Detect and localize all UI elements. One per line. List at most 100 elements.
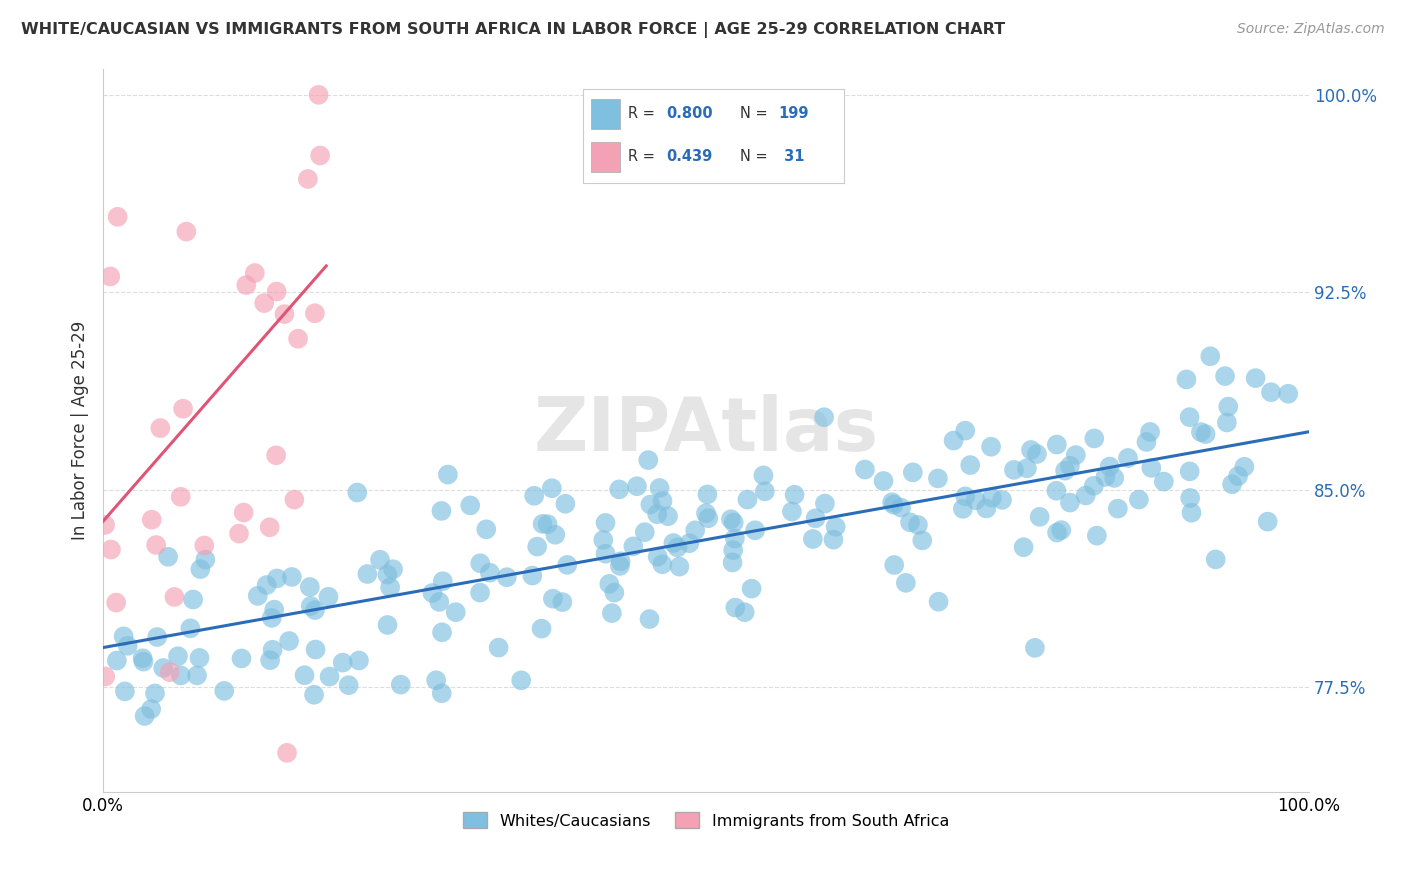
- Point: [668, 559, 690, 574]
- Point: [952, 501, 974, 516]
- Point: [167, 649, 190, 664]
- Point: [1025, 447, 1047, 461]
- Point: [368, 553, 391, 567]
- Point: [468, 585, 491, 599]
- Point: [598, 577, 620, 591]
- Point: [683, 524, 706, 538]
- Point: [188, 651, 211, 665]
- Point: [287, 332, 309, 346]
- Point: [1019, 442, 1042, 457]
- Point: [1180, 506, 1202, 520]
- Point: [266, 571, 288, 585]
- Point: [94, 518, 117, 533]
- Point: [696, 487, 718, 501]
- Point: [526, 540, 548, 554]
- Point: [259, 520, 281, 534]
- Point: [595, 516, 617, 530]
- Point: [181, 592, 204, 607]
- Point: [1085, 528, 1108, 542]
- Point: [737, 492, 759, 507]
- Point: [332, 656, 354, 670]
- Point: [318, 669, 340, 683]
- Text: R =: R =: [627, 149, 659, 164]
- Point: [1098, 459, 1121, 474]
- Point: [1012, 540, 1035, 554]
- Point: [131, 651, 153, 665]
- Point: [260, 611, 283, 625]
- Point: [1178, 410, 1201, 425]
- Point: [721, 543, 744, 558]
- Point: [647, 549, 669, 564]
- Point: [1064, 448, 1087, 462]
- Point: [253, 296, 276, 310]
- Point: [1046, 525, 1069, 540]
- Point: [1102, 471, 1125, 485]
- Point: [1083, 479, 1105, 493]
- Point: [697, 511, 720, 525]
- Point: [780, 504, 803, 518]
- Text: WHITE/CAUCASIAN VS IMMIGRANTS FROM SOUTH AFRICA IN LABOR FORCE | AGE 25-29 CORRE: WHITE/CAUCASIAN VS IMMIGRANTS FROM SOUTH…: [21, 22, 1005, 38]
- Point: [256, 578, 278, 592]
- Point: [907, 517, 929, 532]
- Point: [302, 688, 325, 702]
- Point: [640, 498, 662, 512]
- Point: [1028, 509, 1050, 524]
- Point: [437, 467, 460, 482]
- Point: [228, 526, 250, 541]
- Point: [1015, 461, 1038, 475]
- Text: N =: N =: [740, 149, 772, 164]
- Point: [112, 629, 135, 643]
- Point: [883, 498, 905, 512]
- Point: [804, 511, 827, 525]
- Point: [720, 512, 742, 526]
- Point: [276, 746, 298, 760]
- Point: [1059, 495, 1081, 509]
- Point: [648, 481, 671, 495]
- Point: [554, 497, 576, 511]
- Point: [263, 602, 285, 616]
- Point: [1175, 372, 1198, 386]
- Text: 0.439: 0.439: [666, 149, 713, 164]
- Point: [678, 536, 700, 550]
- Point: [1054, 464, 1077, 478]
- Point: [377, 618, 399, 632]
- Point: [1116, 450, 1139, 465]
- Point: [427, 595, 450, 609]
- Point: [430, 625, 453, 640]
- Point: [955, 489, 977, 503]
- Point: [145, 538, 167, 552]
- Point: [1083, 432, 1105, 446]
- Point: [283, 492, 305, 507]
- Point: [911, 533, 934, 548]
- Point: [170, 490, 193, 504]
- Point: [724, 532, 747, 546]
- Point: [146, 630, 169, 644]
- Point: [243, 266, 266, 280]
- Point: [1002, 463, 1025, 477]
- Point: [1107, 501, 1129, 516]
- Point: [444, 605, 467, 619]
- Point: [883, 558, 905, 572]
- Point: [723, 516, 745, 530]
- Point: [107, 210, 129, 224]
- Point: [541, 481, 564, 495]
- Point: [132, 655, 155, 669]
- Point: [430, 686, 453, 700]
- Point: [1218, 400, 1240, 414]
- Point: [522, 568, 544, 582]
- Point: [724, 600, 747, 615]
- Point: [188, 562, 211, 576]
- Point: [495, 570, 517, 584]
- Point: [1277, 386, 1299, 401]
- Point: [801, 532, 824, 546]
- Point: [651, 494, 673, 508]
- Point: [430, 504, 453, 518]
- Point: [478, 566, 501, 580]
- Point: [377, 567, 399, 582]
- Point: [510, 673, 533, 688]
- Point: [609, 554, 631, 568]
- Point: [1216, 416, 1239, 430]
- Text: N =: N =: [740, 106, 772, 121]
- Point: [980, 491, 1002, 505]
- Point: [959, 458, 981, 472]
